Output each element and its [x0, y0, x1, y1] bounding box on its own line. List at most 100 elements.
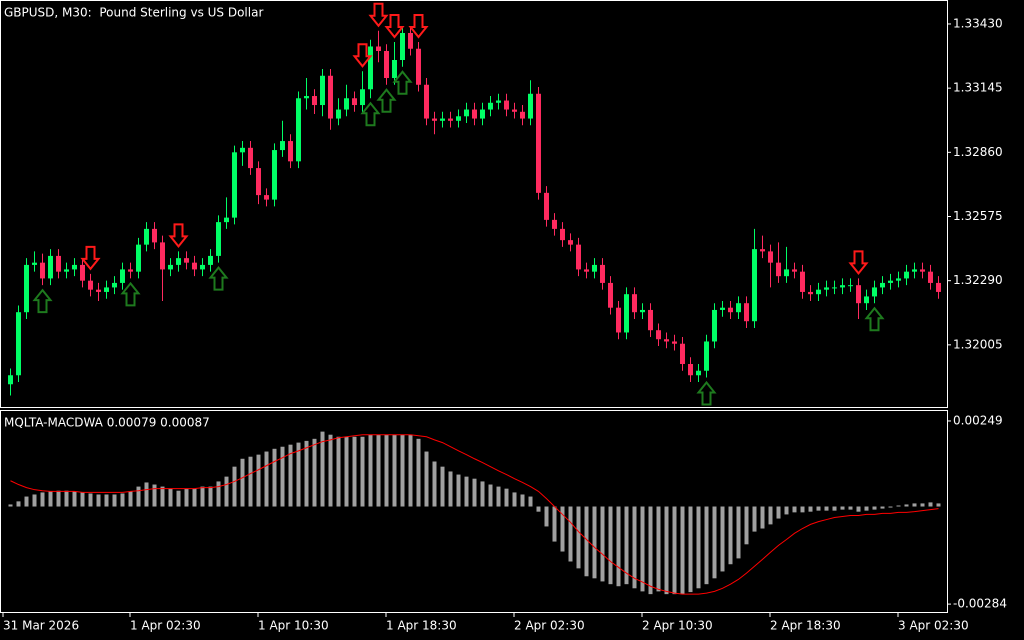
candle-body [624, 294, 629, 333]
histogram-bar [832, 506, 837, 511]
candle-body [48, 255, 53, 279]
candle-body [168, 264, 173, 270]
candle-body [136, 244, 141, 272]
candle-body [544, 192, 549, 220]
histogram-bar [752, 506, 757, 532]
histogram-bar [896, 505, 901, 507]
histogram-bar [416, 438, 421, 507]
candle-body [352, 98, 357, 106]
histogram-bar [32, 494, 37, 507]
x-tick-label: 1 Apr 18:30 [386, 619, 457, 633]
candle-body [792, 269, 797, 272]
candle-body [176, 258, 181, 265]
candle-body [648, 309, 653, 331]
histogram-bar [616, 506, 621, 587]
candle-body [72, 264, 77, 270]
y-tick-label: 1.33145 [953, 81, 1003, 95]
candle-body [576, 244, 581, 270]
histogram-bar [792, 506, 797, 513]
candle-body [728, 307, 733, 313]
y-tick-label: 1.32290 [953, 273, 1003, 287]
candle-body [32, 262, 37, 265]
candle-body [776, 262, 781, 277]
histogram-bar [736, 506, 741, 559]
x-tick-label: 31 Mar 2026 [3, 619, 79, 633]
histogram-bar [776, 506, 781, 519]
histogram-bar [488, 484, 493, 507]
y-tick-label: 1.32575 [953, 209, 1003, 223]
histogram-bar [568, 506, 573, 562]
histogram-bar [856, 506, 861, 512]
histogram-bar [176, 490, 181, 507]
candle-body [688, 363, 693, 376]
price-panel-frame [0, 0, 948, 408]
candle-body [912, 269, 917, 272]
histogram-bar [56, 490, 61, 507]
histogram-bar [248, 456, 253, 507]
candle-body [288, 141, 293, 162]
candle-body [608, 282, 613, 308]
histogram-bar [456, 474, 461, 507]
indicator-panel-frame [0, 410, 948, 613]
buy-arrow [392, 70, 413, 95]
histogram-bar [528, 496, 533, 507]
candle-body [376, 46, 381, 51]
histogram-bar [912, 503, 917, 507]
histogram-bar [640, 506, 645, 592]
histogram-bar [136, 486, 141, 507]
candle-body [616, 307, 621, 333]
candle-body [24, 264, 29, 313]
buy-arrow [208, 266, 229, 291]
candle-body [8, 375, 13, 385]
candle-body [848, 285, 853, 287]
sell-arrow [384, 13, 405, 39]
candle-body [560, 228, 565, 241]
candle-body [400, 32, 405, 60]
histogram-bar [312, 438, 317, 507]
candle-body [712, 309, 717, 342]
histogram-bar [464, 476, 469, 507]
candle-body [16, 312, 21, 376]
histogram-bar [232, 466, 237, 507]
candle-body [800, 271, 805, 292]
x-tick-label: 2 Apr 18:30 [770, 619, 841, 633]
candle-body [184, 258, 189, 263]
candle-body [248, 147, 253, 169]
candle-body [808, 291, 813, 295]
histogram-bar [688, 506, 693, 593]
histogram-bar [712, 506, 717, 579]
y-tick-label: -0.00284 [953, 597, 1007, 611]
sell-arrow [408, 13, 429, 39]
histogram-bar [840, 506, 845, 510]
candle-body [256, 168, 261, 196]
x-tick-label: 2 Apr 10:30 [642, 619, 713, 633]
y-tick-label: 1.33430 [953, 16, 1003, 30]
histogram-bar [152, 484, 157, 507]
candle-body [888, 280, 893, 283]
candle-body [528, 93, 533, 119]
candle-body [640, 309, 645, 313]
candle-body [216, 222, 221, 256]
buy-arrow [360, 101, 381, 127]
candle-body [480, 109, 485, 119]
histogram-bar [8, 504, 13, 507]
candle-body [784, 269, 789, 277]
histogram-bar [368, 434, 373, 507]
histogram-bar [504, 488, 509, 507]
histogram-bar [304, 440, 309, 507]
candle-body [272, 150, 277, 200]
candle-body [80, 264, 85, 281]
candle-body [720, 307, 725, 310]
histogram-bar [264, 451, 269, 507]
histogram-bar [920, 503, 925, 507]
histogram-bar [472, 478, 477, 507]
candle-body [96, 289, 101, 292]
candle-body [144, 228, 149, 245]
histogram-bar [448, 471, 453, 507]
histogram-bar [864, 506, 869, 511]
candle-body [224, 217, 229, 223]
candle-body [464, 109, 469, 117]
chart-title: GBPUSD, M30: Pound Sterling vs US Dollar [4, 6, 263, 20]
histogram-bar [208, 486, 213, 507]
